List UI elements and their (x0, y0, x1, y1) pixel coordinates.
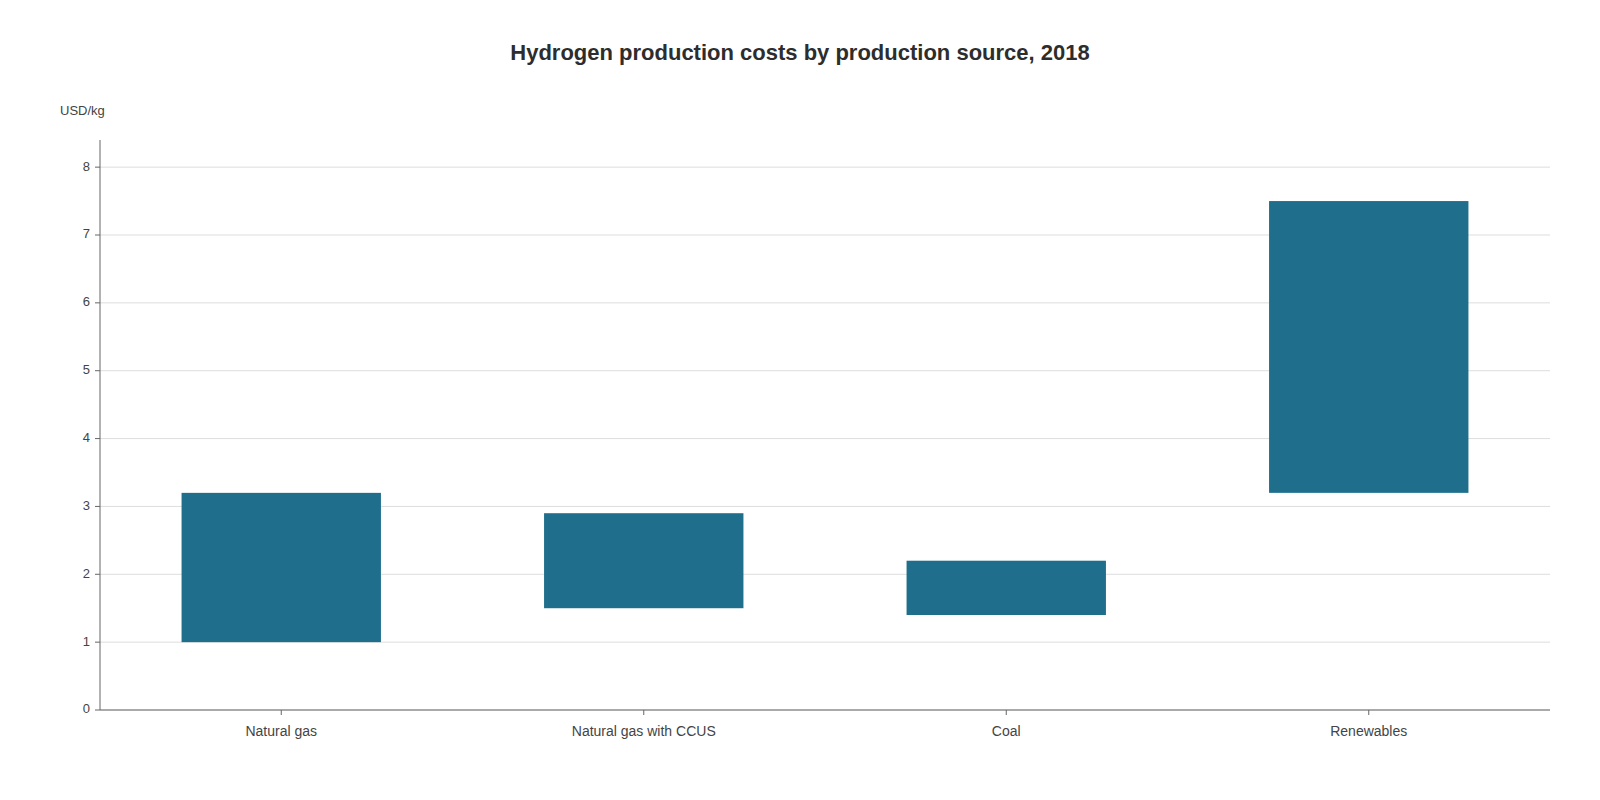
x-tick-label: Renewables (1330, 723, 1407, 739)
y-tick-label: 0 (83, 701, 90, 716)
y-tick (95, 370, 100, 371)
x-tick-label: Natural gas with CCUS (572, 723, 716, 739)
x-tick (1006, 710, 1007, 715)
y-tick (95, 574, 100, 575)
x-tick (281, 710, 282, 715)
x-tick (1368, 710, 1369, 715)
bar (182, 493, 381, 642)
y-tick (95, 167, 100, 168)
grid-line (100, 710, 1550, 711)
y-tick-label: 3 (83, 498, 90, 513)
y-tick-label: 6 (83, 294, 90, 309)
bars (182, 201, 1469, 642)
x-tick-label: Natural gas (245, 723, 317, 739)
y-tick-label: 4 (83, 430, 90, 445)
bar (1269, 201, 1468, 493)
y-tick (95, 302, 100, 303)
y-tick-label: 1 (83, 634, 90, 649)
y-tick-label: 7 (83, 226, 90, 241)
y-tick (95, 438, 100, 439)
x-tick-label: Coal (992, 723, 1021, 739)
y-tick (95, 710, 100, 711)
y-axis-line (100, 140, 101, 710)
x-tick (643, 710, 644, 715)
x-axis-line (100, 710, 1550, 711)
y-tick-label: 5 (83, 362, 90, 377)
chart-container: 0 1 2 3 4 5 6 7 8 Natural gas Natural gas with CCU… (0, 0, 1600, 800)
y-tick-label: 2 (83, 566, 90, 581)
y-tick (95, 235, 100, 236)
y-tick-label: 8 (83, 159, 90, 174)
grid-line (100, 167, 1550, 168)
y-tick (95, 506, 100, 507)
y-axis: 0 1 2 3 4 5 6 7 8 (83, 140, 100, 716)
x-axis: Natural gas Natural gas with CCUS Coal Rene… (100, 710, 1550, 739)
grid (100, 167, 1550, 710)
title: Hydrogen production costs by production … (510, 40, 1089, 65)
bar (907, 561, 1106, 615)
y-axis-label: USD/kg (60, 103, 105, 118)
y-tick (95, 642, 100, 643)
chart-svg: 0 1 2 3 4 5 6 7 8 Natural gas Natural gas with CCU… (0, 0, 1600, 800)
bar (544, 513, 743, 608)
